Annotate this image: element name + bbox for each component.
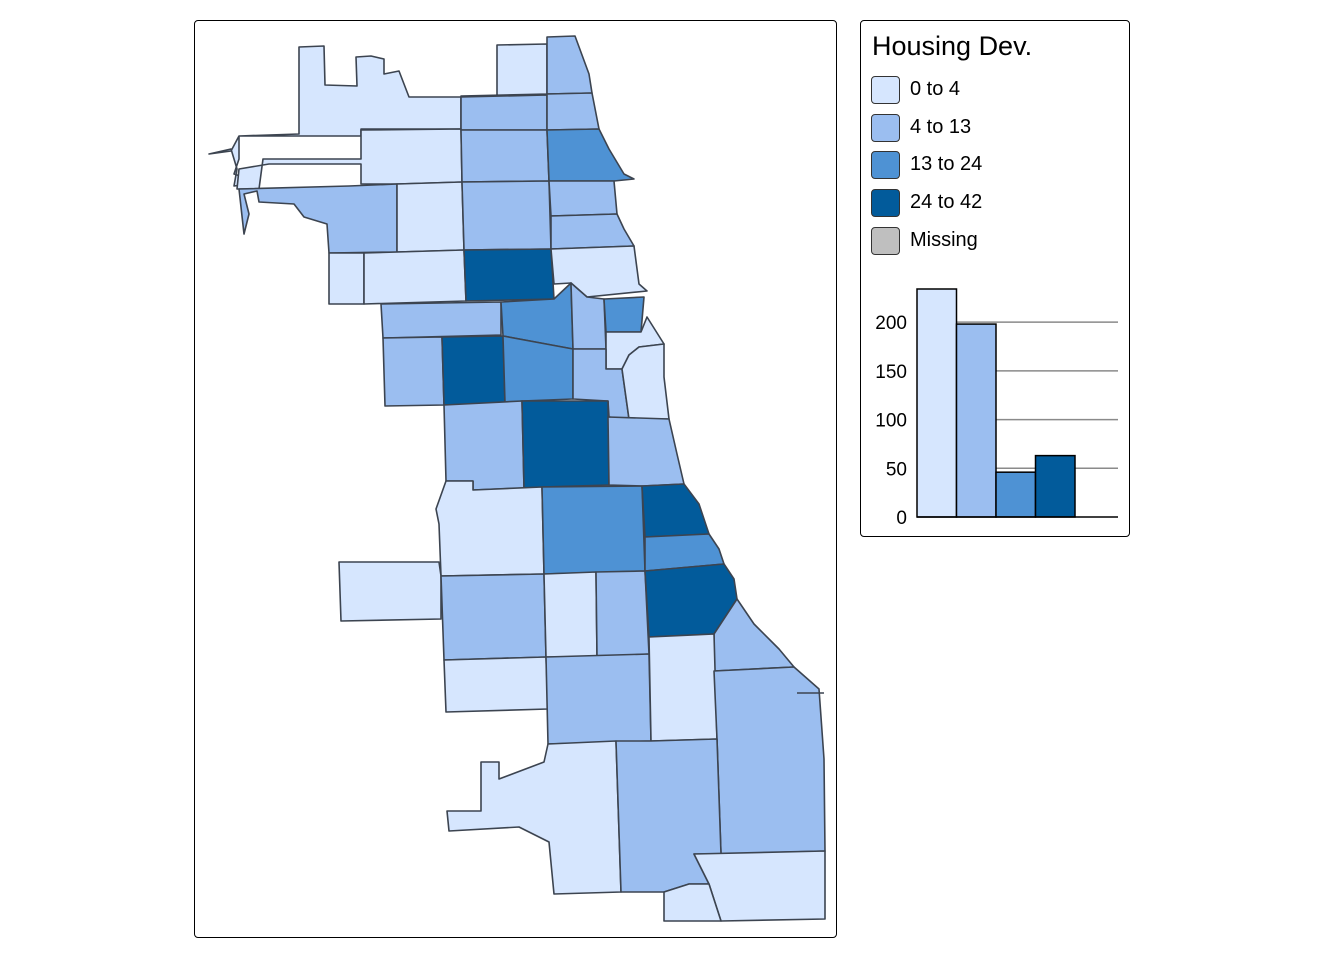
map-region — [644, 533, 726, 573]
map-region — [546, 35, 594, 96]
map-region — [446, 740, 623, 896]
histogram-y-tick-label: 0 — [896, 508, 907, 529]
map-region — [546, 92, 601, 132]
map-region — [502, 335, 575, 405]
map-region — [460, 129, 551, 184]
legend-panel: Housing Dev. 0 to 4 4 to 13 13 to 24 24 … — [860, 20, 1130, 537]
map-region — [382, 336, 446, 408]
map-region — [338, 561, 443, 623]
histogram-bar — [1034, 454, 1076, 518]
map-region — [463, 248, 556, 303]
legend-swatch — [871, 114, 900, 142]
legend-label: 4 to 13 — [910, 116, 972, 138]
legend-swatch — [871, 227, 900, 255]
legend-label: Missing — [910, 229, 978, 251]
map-region — [550, 213, 636, 251]
map-region — [328, 252, 366, 306]
map-region — [545, 653, 653, 746]
map-region — [621, 343, 671, 421]
map-region — [550, 245, 649, 299]
histogram-bar — [916, 288, 958, 518]
map-region — [461, 180, 553, 252]
legend-label: 13 to 24 — [910, 153, 983, 175]
map-region — [641, 483, 711, 539]
map-panel — [194, 20, 837, 938]
map-region — [440, 573, 548, 662]
map-region — [541, 485, 647, 576]
map-region — [546, 128, 636, 183]
map-region — [648, 633, 719, 743]
map-region — [435, 480, 546, 578]
map-region — [363, 249, 468, 306]
map-region — [443, 656, 550, 714]
map-region — [236, 128, 464, 191]
histogram-bar — [955, 323, 997, 518]
map-region — [543, 571, 599, 659]
legend-label: 0 to 4 — [910, 78, 961, 100]
map-region — [460, 43, 549, 99]
legend-swatch — [871, 151, 900, 179]
legend-title: Housing Dev. — [872, 31, 1033, 61]
map-region — [380, 301, 503, 340]
map-region — [663, 883, 723, 923]
histogram-y-tick-label: 50 — [886, 459, 907, 480]
histogram-bar — [995, 471, 1037, 518]
map-region — [548, 180, 619, 218]
map-region — [460, 94, 549, 132]
map-region — [603, 296, 646, 334]
chicago-choropleth-map — [208, 35, 827, 923]
legend-label: 24 to 42 — [910, 191, 983, 213]
histogram-y-tick-label: 150 — [875, 362, 907, 383]
map-region — [595, 570, 651, 659]
map-region — [693, 850, 827, 923]
map-region — [607, 416, 686, 488]
map-region — [443, 400, 526, 492]
legend-histogram: 0 50 100 150 200 — [875, 288, 1118, 529]
map-region — [396, 181, 466, 254]
map-region — [521, 400, 611, 490]
legend-swatch — [871, 76, 900, 104]
legend-swatch — [871, 189, 900, 217]
map-region — [713, 666, 827, 856]
histogram-y-tick-label: 100 — [875, 411, 907, 432]
histogram-y-tick-label: 200 — [875, 313, 907, 334]
map-region — [441, 335, 507, 407]
map-region — [238, 183, 399, 255]
